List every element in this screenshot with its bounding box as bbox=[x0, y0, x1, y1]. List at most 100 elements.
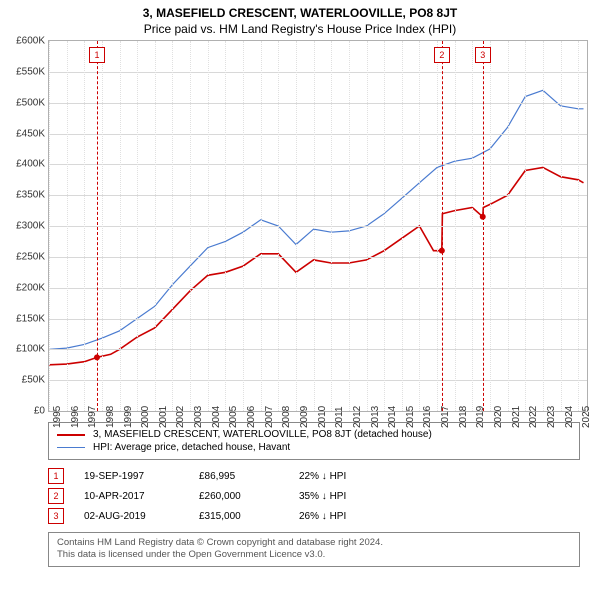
x-axis-label: 2010 bbox=[317, 406, 328, 428]
legend-swatch bbox=[57, 447, 85, 448]
x-axis-label: 1995 bbox=[52, 406, 63, 428]
x-axis-label: 2000 bbox=[140, 406, 151, 428]
gridline-v bbox=[490, 41, 491, 411]
y-axis-label: £300K bbox=[1, 221, 45, 232]
sale-number: 3 bbox=[48, 508, 64, 524]
series-hpi bbox=[49, 90, 584, 349]
sale-date: 10-APR-2017 bbox=[84, 491, 179, 502]
x-axis-label: 2012 bbox=[352, 406, 363, 428]
legend-row: HPI: Average price, detached house, Hava… bbox=[57, 442, 571, 453]
legend-label: 3, MASEFIELD CRESCENT, WATERLOOVILLE, PO… bbox=[93, 429, 432, 440]
series-property bbox=[49, 167, 584, 364]
sale-row: 119-SEP-1997£86,99522% ↓ HPI bbox=[48, 468, 580, 484]
x-axis-label: 1998 bbox=[105, 406, 116, 428]
gridline-v bbox=[296, 41, 297, 411]
gridline-v bbox=[84, 41, 85, 411]
y-axis-label: £500K bbox=[1, 97, 45, 108]
sale-row: 302-AUG-2019£315,00026% ↓ HPI bbox=[48, 508, 580, 524]
sales-table: 119-SEP-1997£86,99522% ↓ HPI210-APR-2017… bbox=[48, 468, 580, 524]
gridline-v bbox=[402, 41, 403, 411]
gridline-v bbox=[543, 41, 544, 411]
gridline-h bbox=[49, 319, 587, 320]
x-axis-label: 1999 bbox=[123, 406, 134, 428]
gridline-v bbox=[508, 41, 509, 411]
gridline-v bbox=[331, 41, 332, 411]
chart-title: 3, MASEFIELD CRESCENT, WATERLOOVILLE, PO… bbox=[0, 0, 600, 20]
gridline-h bbox=[49, 226, 587, 227]
x-axis-label: 2024 bbox=[564, 406, 575, 428]
y-axis-label: £0 bbox=[1, 406, 45, 417]
x-axis-label: 2023 bbox=[546, 406, 557, 428]
gridline-v bbox=[384, 41, 385, 411]
y-axis-label: £450K bbox=[1, 128, 45, 139]
gridline-h bbox=[49, 72, 587, 73]
gridline-h bbox=[49, 380, 587, 381]
gridline-v bbox=[49, 41, 50, 411]
x-axis-label: 2001 bbox=[158, 406, 169, 428]
x-axis-label: 2007 bbox=[264, 406, 275, 428]
x-axis-label: 2003 bbox=[193, 406, 204, 428]
y-axis-label: £400K bbox=[1, 159, 45, 170]
x-axis-label: 2021 bbox=[511, 406, 522, 428]
footer-line2: This data is licensed under the Open Gov… bbox=[57, 549, 571, 561]
y-axis-label: £350K bbox=[1, 190, 45, 201]
price-chart: £0£50K£100K£150K£200K£250K£300K£350K£400… bbox=[48, 40, 588, 412]
attribution-footer: Contains HM Land Registry data © Crown c… bbox=[48, 532, 580, 567]
gridline-v bbox=[208, 41, 209, 411]
y-axis-label: £250K bbox=[1, 251, 45, 262]
legend-row: 3, MASEFIELD CRESCENT, WATERLOOVILLE, PO… bbox=[57, 429, 571, 440]
gridline-h bbox=[49, 164, 587, 165]
gridline-v bbox=[155, 41, 156, 411]
sale-marker-line bbox=[442, 41, 443, 411]
x-axis-label: 2004 bbox=[211, 406, 222, 428]
x-axis-label: 2015 bbox=[405, 406, 416, 428]
sale-number: 2 bbox=[48, 488, 64, 504]
gridline-v bbox=[137, 41, 138, 411]
sale-price: £260,000 bbox=[199, 491, 279, 502]
x-axis-label: 2009 bbox=[299, 406, 310, 428]
gridline-v bbox=[578, 41, 579, 411]
x-axis-label: 2022 bbox=[528, 406, 539, 428]
gridline-v bbox=[419, 41, 420, 411]
y-axis-label: £600K bbox=[1, 36, 45, 47]
legend-swatch bbox=[57, 434, 85, 436]
gridline-v bbox=[120, 41, 121, 411]
gridline-h bbox=[49, 349, 587, 350]
gridline-h bbox=[49, 257, 587, 258]
footer-line1: Contains HM Land Registry data © Crown c… bbox=[57, 537, 571, 549]
x-axis-label: 1996 bbox=[70, 406, 81, 428]
gridline-v bbox=[525, 41, 526, 411]
y-axis-label: £150K bbox=[1, 313, 45, 324]
x-axis-label: 2006 bbox=[246, 406, 257, 428]
x-axis-label: 2002 bbox=[175, 406, 186, 428]
gridline-v bbox=[190, 41, 191, 411]
x-axis-label: 2011 bbox=[334, 406, 345, 428]
sale-pct: 35% ↓ HPI bbox=[299, 491, 389, 502]
y-axis-label: £550K bbox=[1, 66, 45, 77]
gridline-v bbox=[314, 41, 315, 411]
x-axis-label: 2018 bbox=[458, 406, 469, 428]
x-axis-label: 2008 bbox=[281, 406, 292, 428]
sale-marker-box: 3 bbox=[475, 47, 491, 63]
gridline-h bbox=[49, 288, 587, 289]
gridline-v bbox=[561, 41, 562, 411]
sale-marker-box: 1 bbox=[89, 47, 105, 63]
gridline-v bbox=[102, 41, 103, 411]
x-axis-label: 2005 bbox=[228, 406, 239, 428]
sale-date: 19-SEP-1997 bbox=[84, 471, 179, 482]
sale-number: 1 bbox=[48, 468, 64, 484]
x-axis-label: 2013 bbox=[370, 406, 381, 428]
y-axis-label: £200K bbox=[1, 282, 45, 293]
sale-marker-box: 2 bbox=[434, 47, 450, 63]
gridline-v bbox=[437, 41, 438, 411]
gridline-h bbox=[49, 134, 587, 135]
gridline-h bbox=[49, 103, 587, 104]
sale-price: £315,000 bbox=[199, 511, 279, 522]
gridline-v bbox=[172, 41, 173, 411]
y-axis-label: £100K bbox=[1, 344, 45, 355]
gridline-h bbox=[49, 195, 587, 196]
sale-marker-line bbox=[483, 41, 484, 411]
x-axis-label: 2016 bbox=[422, 406, 433, 428]
gridline-v bbox=[472, 41, 473, 411]
sale-date: 02-AUG-2019 bbox=[84, 511, 179, 522]
